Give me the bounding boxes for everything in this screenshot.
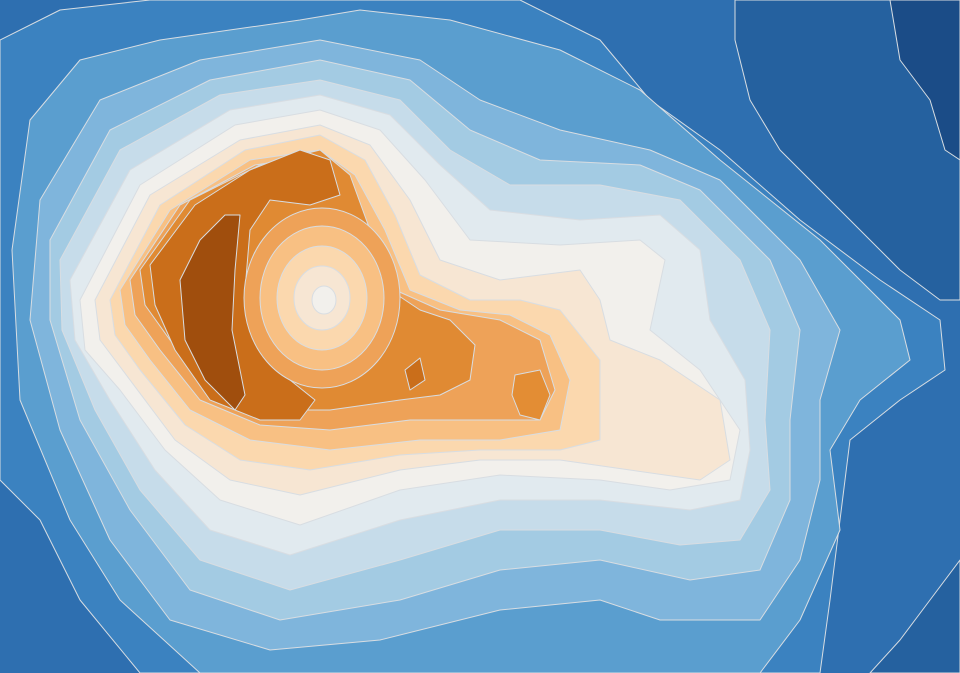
contour-band bbox=[734, 0, 960, 301]
contour-band bbox=[404, 357, 426, 391]
contour-band bbox=[311, 285, 337, 315]
contour-band bbox=[869, 559, 960, 673]
contour-band bbox=[179, 214, 246, 411]
contour-band bbox=[889, 0, 960, 161]
contour-band bbox=[511, 369, 551, 421]
